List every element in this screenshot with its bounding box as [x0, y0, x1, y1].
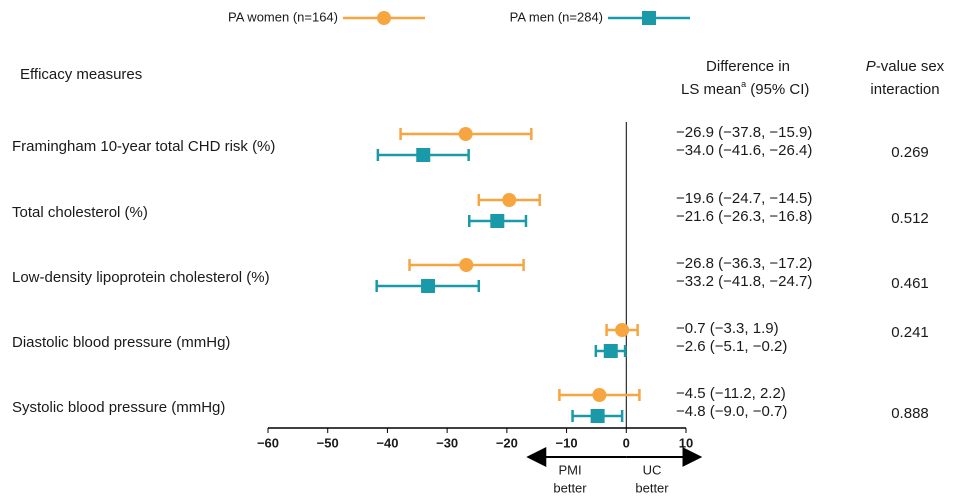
p-header: P-value sex: [866, 58, 945, 75]
p-rest: -value sex: [876, 58, 945, 75]
point: [603, 344, 618, 358]
difference-header: Difference in: [706, 58, 790, 75]
point: [592, 388, 607, 402]
x-tick-label: −20: [496, 435, 518, 450]
value-label: −26.9 (−37.8, −15.9): [676, 124, 812, 141]
x-tick-label: −40: [376, 435, 398, 450]
value-label: −34.0 (−41.6, −26.4): [676, 142, 812, 159]
x-tick-label: −50: [317, 435, 339, 450]
point: [458, 127, 473, 141]
category-label: Diastolic blood pressure (mmHg): [12, 334, 230, 351]
arrow-label: better: [635, 480, 669, 495]
arrow-label: PMI: [558, 462, 581, 477]
mean-text: mean: [704, 81, 742, 98]
p-value: 0.241: [891, 324, 929, 341]
x-tick-label: 10: [679, 435, 693, 450]
legend-label: PA women (n=164): [228, 9, 338, 24]
point: [615, 323, 630, 337]
value-label: −26.8 (−36.3, −17.2): [676, 255, 812, 272]
ci-text: (95% CI): [750, 81, 809, 98]
measures-header: Efficacy measures: [20, 66, 142, 83]
value-label: −4.8 (−9.0, −0.7): [676, 403, 787, 420]
p-value: 0.888: [891, 405, 929, 422]
point: [421, 279, 436, 293]
arrow-label: UC: [643, 462, 662, 477]
legend-marker: [377, 11, 391, 25]
p-italic: P: [866, 58, 876, 75]
point: [490, 214, 505, 228]
category-label: Framingham 10-year total CHD risk (%): [12, 138, 275, 155]
value-label: −19.6 (−24.7, −14.5): [676, 190, 812, 207]
difference-header-line2: LS meana (95% CI): [681, 79, 809, 98]
point: [590, 409, 605, 423]
value-label: −33.2 (−41.8, −24.7): [676, 273, 812, 290]
x-tick-label: −10: [556, 435, 578, 450]
category-label: Low-density lipoprotein cholesterol (%): [12, 269, 270, 286]
p-value: 0.269: [891, 144, 929, 161]
point: [502, 193, 517, 207]
p-value: 0.512: [891, 210, 929, 227]
value-label: −4.5 (−11.2, 2.2): [676, 385, 786, 402]
point: [416, 148, 431, 162]
ls-text: LS: [681, 81, 699, 98]
x-tick-label: −60: [257, 435, 279, 450]
point: [459, 258, 474, 272]
category-label: Total cholesterol (%): [12, 204, 148, 221]
category-label: Systolic blood pressure (mmHg): [12, 399, 225, 416]
footnote-mark: a: [741, 79, 746, 89]
p-header-line2: interaction: [870, 81, 939, 98]
x-tick-label: 0: [623, 435, 630, 450]
legend-marker: [642, 11, 656, 25]
value-label: −21.6 (−26.3, −16.8): [676, 208, 812, 225]
x-tick-label: −30: [436, 435, 458, 450]
value-label: −2.6 (−5.1, −0.2): [676, 338, 787, 355]
value-label: −0.7 (−3.3, 1.9): [676, 320, 779, 337]
legend-label: PA men (n=284): [510, 9, 603, 24]
arrow-label: better: [553, 480, 587, 495]
p-value: 0.461: [891, 275, 929, 292]
